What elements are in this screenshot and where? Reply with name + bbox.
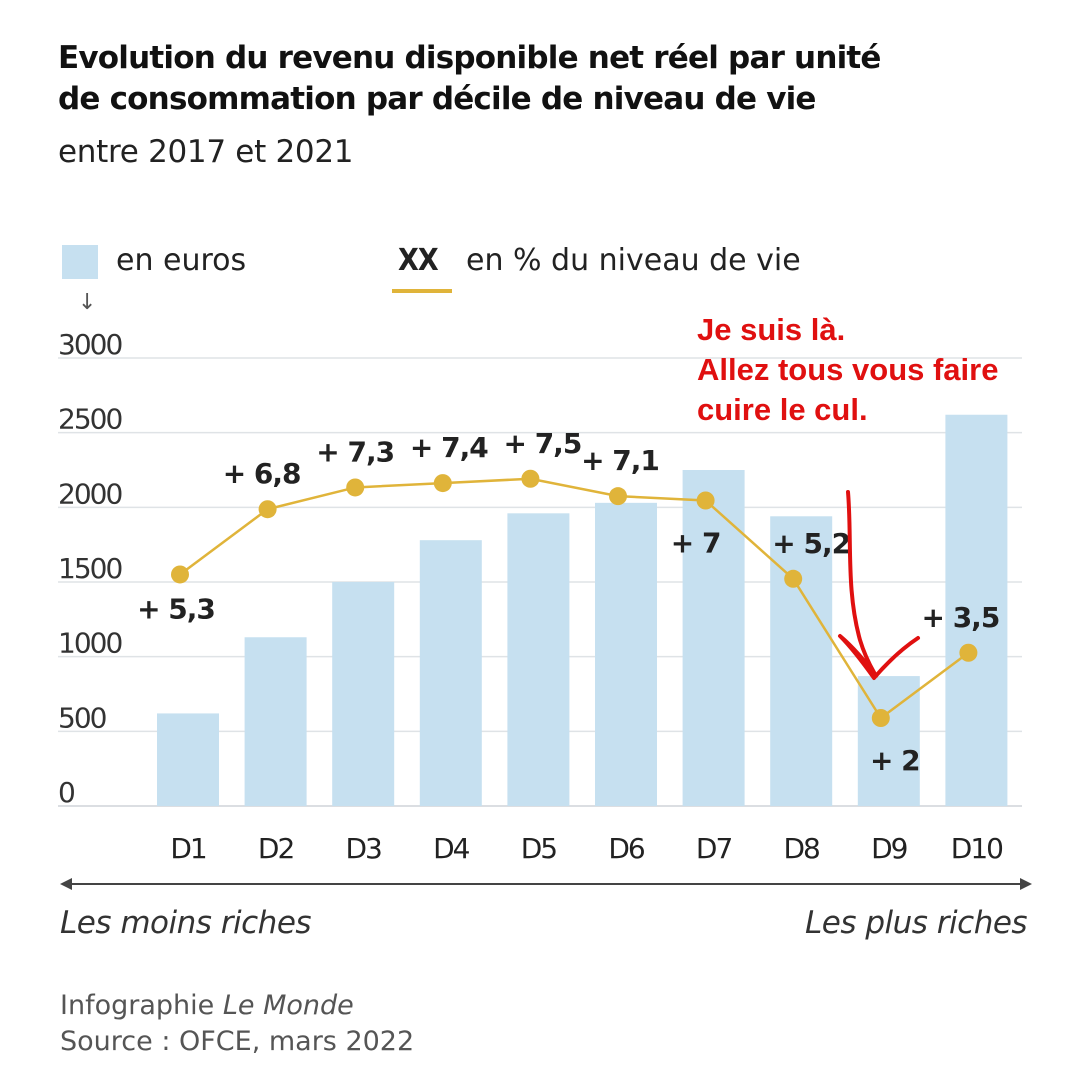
bars bbox=[157, 414, 1008, 806]
x-tick-label: D2 bbox=[258, 832, 294, 865]
y-tick-label: 500 bbox=[58, 701, 106, 734]
legend-line-code: XX bbox=[398, 243, 439, 278]
red-scribble-stroke bbox=[838, 490, 920, 680]
percent-label-D5: + 7,5 bbox=[503, 427, 581, 460]
percent-label-D3: + 7,3 bbox=[316, 435, 394, 468]
percent-label-D1: + 5,3 bbox=[137, 592, 215, 625]
annotation-line-3: cuire le cul. bbox=[697, 392, 868, 427]
bar-D10 bbox=[945, 414, 1008, 806]
bar-D7 bbox=[682, 470, 745, 806]
percent-label-D6: + 7,1 bbox=[581, 444, 659, 477]
credits-source: Source : OFCE, mars 2022 bbox=[60, 1026, 415, 1057]
percent-label-D2: + 6,8 bbox=[223, 457, 301, 490]
percent-label-D4: + 7,4 bbox=[410, 431, 488, 464]
legend-line-swatch bbox=[392, 289, 452, 293]
y-tick-label: 2000 bbox=[58, 477, 121, 510]
annotation-line-2: Allez tous vous faire bbox=[697, 352, 999, 387]
legend-bar-swatch bbox=[62, 245, 98, 279]
wealth-scale-right-arrowhead bbox=[1020, 878, 1032, 890]
x-tick-label: D9 bbox=[871, 832, 907, 865]
percent-point-D5 bbox=[521, 469, 540, 488]
x-tick-label: D3 bbox=[346, 832, 382, 865]
chart-svg: 0 500 1000 1500 2000 2500 3000 + 5,3 + 6,8 + 7,3… bbox=[58, 328, 1032, 890]
y-axis-ticks: 0 500 1000 1500 2000 2500 3000 bbox=[58, 328, 123, 809]
percent-line bbox=[179, 477, 970, 720]
percent-point-D3 bbox=[346, 478, 365, 497]
bar-D6 bbox=[595, 502, 657, 806]
subtitle: entre 2017 et 2021 bbox=[58, 134, 354, 170]
legend-down-arrow-icon: ↓ bbox=[78, 290, 97, 315]
bar-D2 bbox=[244, 637, 307, 806]
bar-D1 bbox=[157, 713, 219, 806]
credits-infographie: Infographie Le Monde bbox=[60, 988, 414, 1024]
red-annotation: Je suis là. Allez tous vous faire cuire … bbox=[697, 310, 998, 430]
percent-label-D9: + 2 bbox=[870, 744, 920, 777]
percent-point-D2 bbox=[258, 500, 277, 519]
y-tick-label: 0 bbox=[58, 776, 74, 809]
chart-title: Evolution du revenu disponible net réel … bbox=[58, 38, 1058, 120]
percent-point-D9 bbox=[871, 709, 890, 727]
title-line-1: Evolution du revenu disponible net réel … bbox=[58, 40, 881, 76]
wealth-scale-left-arrowhead bbox=[60, 878, 72, 890]
legend-line-label: en % du niveau de vie bbox=[466, 243, 801, 278]
annotation-line-1: Je suis là. bbox=[697, 312, 846, 347]
y-tick-label: 1500 bbox=[58, 552, 121, 585]
bar-D5 bbox=[507, 513, 570, 806]
percent-point-D8 bbox=[784, 569, 803, 588]
percent-labels: + 5,3 + 6,8 + 7,3 + 7,4 + 7,5+ 7,1 + 7 + 5,2 + … bbox=[137, 427, 1000, 777]
percent-point-D7 bbox=[696, 491, 715, 510]
x-axis-ticks: D1 D2 D3 D4 D5 D6 D7 D8 D9 D10 bbox=[170, 832, 1004, 865]
credits-publisher: Le Monde bbox=[222, 990, 354, 1021]
percent-label-D10: + 3,5 bbox=[921, 601, 999, 634]
y-tick-label: 3000 bbox=[58, 328, 121, 361]
percent-points bbox=[171, 469, 978, 727]
percent-line-path bbox=[179, 477, 970, 720]
percent-point-D6 bbox=[609, 487, 627, 506]
x-tick-label: D5 bbox=[521, 832, 557, 865]
bar-D4 bbox=[419, 540, 482, 806]
percent-label-D7: + 7 bbox=[671, 527, 721, 560]
legend-bar-label: en euros bbox=[116, 243, 247, 278]
bar-D3 bbox=[332, 582, 395, 806]
y-tick-label: 1000 bbox=[58, 627, 121, 660]
scale-left-label: Les moins riches bbox=[60, 905, 312, 941]
percent-point-D4 bbox=[433, 474, 452, 493]
x-tick-label: D10 bbox=[951, 832, 1002, 865]
credits-infographie-label: Infographie bbox=[60, 990, 215, 1021]
x-tick-label: D6 bbox=[608, 832, 645, 865]
scale-right-label: Les plus riches bbox=[805, 905, 1028, 941]
credits: Infographie Le Monde Source : OFCE, mars… bbox=[60, 988, 414, 1060]
percent-point-D10 bbox=[959, 643, 978, 662]
percent-label-D8: + 5,2 bbox=[772, 527, 850, 560]
wealth-scale-arrow bbox=[60, 878, 1032, 890]
red-scribble-arrow bbox=[838, 490, 920, 680]
bar-D8 bbox=[770, 516, 833, 806]
x-tick-label: D1 bbox=[170, 832, 206, 865]
percent-point-D1 bbox=[171, 565, 189, 584]
x-tick-label: D4 bbox=[433, 832, 470, 865]
title-line-2: de consommation par décile de niveau de … bbox=[58, 81, 816, 117]
x-tick-label: D8 bbox=[784, 832, 820, 865]
x-tick-label: D7 bbox=[696, 832, 732, 865]
y-tick-label: 2500 bbox=[58, 403, 121, 436]
